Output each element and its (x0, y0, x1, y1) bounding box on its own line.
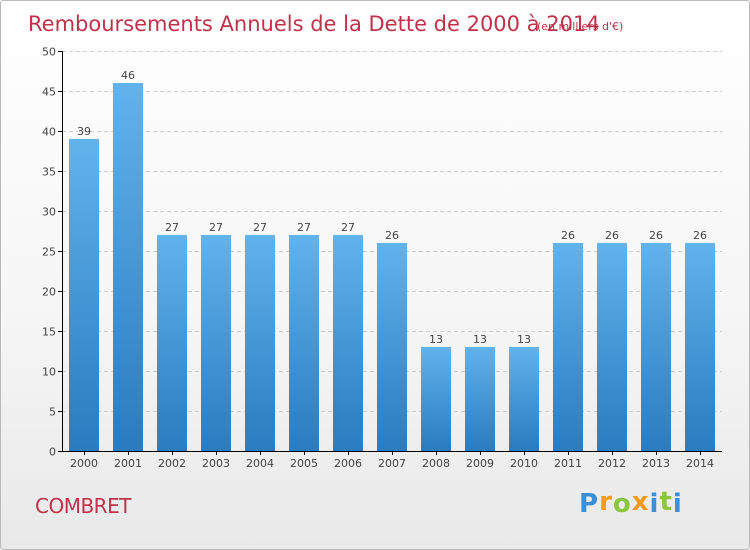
bar-2009 (465, 347, 495, 451)
x-tick-label-2005: 2005 (290, 457, 318, 470)
bar-2012 (597, 243, 627, 451)
value-label-2014: 26 (693, 229, 707, 242)
logo-letter-6: i (672, 489, 683, 519)
x-tick-label-2008: 2008 (422, 457, 450, 470)
value-label-2007: 26 (385, 229, 399, 242)
chart-subtitle: (en milliers d'€) (537, 20, 623, 33)
value-label-2009: 13 (473, 333, 487, 346)
x-tick-label-2014: 2014 (686, 457, 714, 470)
x-tick-label-2001: 2001 (114, 457, 142, 470)
bar-2005 (289, 235, 319, 451)
axes: 0 5 10 15 20 25 30 35 40 45 50 2000 2001 2002 2003 2004… (42, 46, 722, 470)
y-tick-label-40: 40 (42, 126, 56, 139)
logo-letter-5: t (659, 487, 673, 517)
x-tick-label-2006: 2006 (334, 457, 362, 470)
value-label-2010: 13 (517, 333, 531, 346)
x-tick-label-2013: 2013 (642, 457, 670, 470)
value-label-2008: 13 (429, 333, 443, 346)
value-label-2004: 27 (253, 221, 267, 234)
y-tick-label-45: 45 (42, 86, 56, 99)
logo-letter-1: r (599, 487, 613, 517)
bar-2013 (641, 243, 671, 451)
value-label-2000: 39 (77, 125, 91, 138)
x-tick-label-2007: 2007 (378, 457, 406, 470)
bar-2006 (333, 235, 363, 451)
chart-title: Remboursements Annuels de la Dette de 20… (28, 12, 600, 36)
y-tick-label-50: 50 (42, 46, 56, 59)
x-tick-label-2010: 2010 (510, 457, 538, 470)
value-label-2002: 27 (165, 221, 179, 234)
x-tick-label-2002: 2002 (158, 457, 186, 470)
x-tick-label-2012: 2012 (598, 457, 626, 470)
value-label-2013: 26 (649, 229, 663, 242)
bar-2014 (685, 243, 715, 451)
x-tick-label-2004: 2004 (246, 457, 274, 470)
logo-letter-3: x (631, 487, 650, 517)
bar-2002 (157, 235, 187, 451)
bar-2010 (509, 347, 539, 451)
y-tick-label-0: 0 (49, 446, 56, 459)
proxiti-logo[interactable]: Proxiti (579, 487, 683, 519)
y-tick-label-25: 25 (42, 246, 56, 259)
bar-2000 (69, 139, 99, 451)
bar-2004 (245, 235, 275, 451)
y-tick-label-15: 15 (42, 326, 56, 339)
x-tick-label-2000: 2000 (70, 457, 98, 470)
y-tick-label-5: 5 (49, 406, 56, 419)
bar-2003 (201, 235, 231, 451)
value-label-2005: 27 (297, 221, 311, 234)
bar-2007 (377, 243, 407, 451)
logo-letter-2: o (612, 489, 632, 519)
y-tick-label-35: 35 (42, 166, 56, 179)
x-tick-label-2011: 2011 (554, 457, 582, 470)
commune-name: COMBRET (35, 494, 131, 518)
value-label-2012: 26 (605, 229, 619, 242)
logo-letter-4: i (649, 489, 660, 519)
x-tick-label-2009: 2009 (466, 457, 494, 470)
value-label-2011: 26 (561, 229, 575, 242)
bar-2011 (553, 243, 583, 451)
value-label-2001: 46 (121, 69, 135, 82)
y-tick-label-30: 30 (42, 206, 56, 219)
value-label-2003: 27 (209, 221, 223, 234)
x-tick-label-2003: 2003 (202, 457, 230, 470)
y-tick-label-10: 10 (42, 366, 56, 379)
bar-2001 (113, 83, 143, 451)
bars: 39 46 27 27 27 27 27 26 13 13 13 26 26 26 26 (69, 69, 715, 451)
value-label-2006: 27 (341, 221, 355, 234)
logo-letter-0: P (579, 489, 600, 519)
bar-2008 (421, 347, 451, 451)
y-tick-label-20: 20 (42, 286, 56, 299)
